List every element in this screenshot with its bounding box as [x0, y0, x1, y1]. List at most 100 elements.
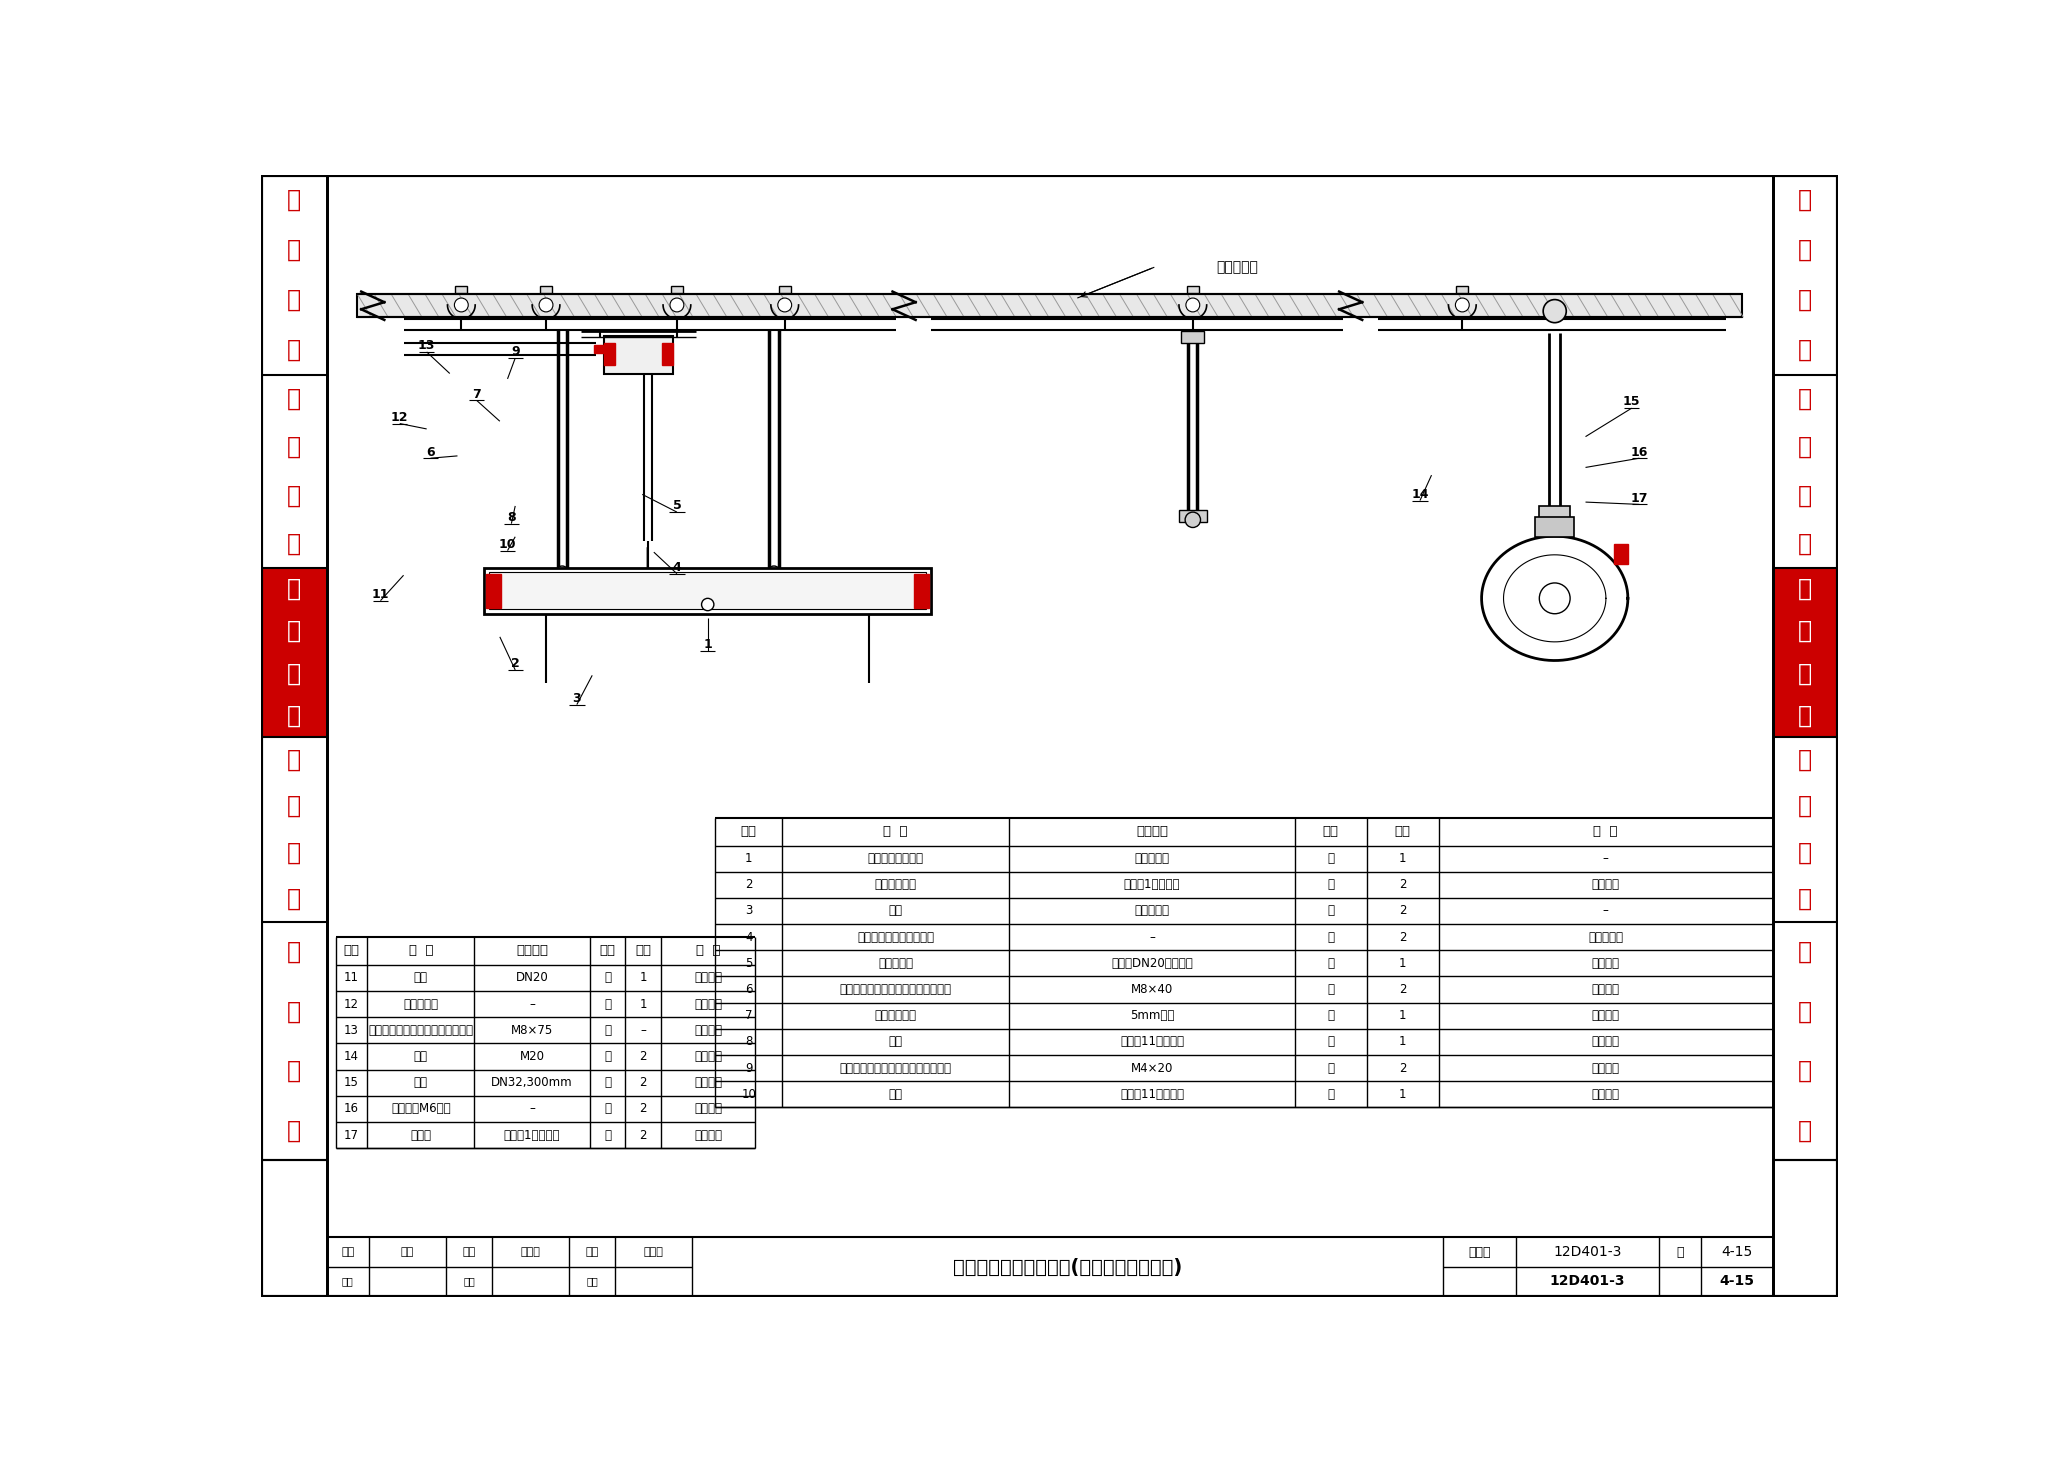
- Bar: [907, 590, 922, 606]
- Text: 密: 密: [1798, 288, 1812, 312]
- Bar: [1774, 175, 1839, 1160]
- Bar: [1774, 374, 1839, 568]
- Text: 电: 电: [287, 794, 301, 819]
- Text: 钢管固定架: 钢管固定架: [403, 998, 438, 1011]
- Text: 资: 资: [1798, 1059, 1812, 1083]
- Text: 名  称: 名 称: [883, 825, 907, 838]
- Text: 与编号11钢管配合: 与编号11钢管配合: [1120, 1088, 1184, 1100]
- Text: 套: 套: [604, 1103, 610, 1116]
- Text: M20: M20: [520, 1050, 545, 1064]
- Text: 4-15: 4-15: [1720, 1275, 1755, 1288]
- Text: 电: 电: [1798, 794, 1812, 819]
- Text: 6: 6: [745, 983, 752, 997]
- Text: 王勤东: 王勤东: [520, 1247, 541, 1257]
- Text: 联轴器及M6螺母: 联轴器及M6螺母: [391, 1103, 451, 1116]
- Text: M8×75: M8×75: [510, 1024, 553, 1037]
- Text: 六角头螺栓、螺母、垫圈及弹簧垫圈: 六角头螺栓、螺母、垫圈及弹簧垫圈: [840, 1062, 952, 1075]
- Text: 单位: 单位: [1323, 825, 1339, 838]
- Text: 离: 离: [287, 237, 301, 262]
- Text: 力: 力: [1798, 436, 1812, 459]
- Text: 明: 明: [1798, 619, 1812, 643]
- Text: 审核: 审核: [342, 1247, 354, 1257]
- Bar: [1774, 737, 1839, 922]
- Bar: [913, 574, 930, 608]
- Text: 螺旋螺栓、螺母、垫圈及弹簧垫圈: 螺旋螺栓、螺母、垫圈及弹簧垫圈: [369, 1024, 473, 1037]
- Circle shape: [1544, 300, 1567, 322]
- Text: 明: 明: [287, 619, 301, 643]
- Text: 10: 10: [500, 538, 516, 551]
- Text: 密: 密: [287, 288, 301, 312]
- Text: 进线口DN20内管螺纹: 进线口DN20内管螺纹: [1112, 957, 1192, 970]
- Text: 弱: 弱: [1798, 747, 1812, 772]
- Bar: [455, 287, 467, 293]
- Text: 数量: 数量: [1395, 825, 1411, 838]
- Bar: [262, 374, 326, 568]
- Text: 电缆密封接头: 电缆密封接头: [874, 879, 918, 892]
- Text: 个: 个: [1327, 879, 1333, 892]
- Text: 12: 12: [391, 411, 408, 424]
- Text: 灯具配套: 灯具配套: [694, 1077, 723, 1090]
- Text: 15: 15: [344, 1077, 358, 1090]
- Text: 安装脚: 安装脚: [410, 1129, 432, 1141]
- Text: 技: 技: [287, 940, 301, 963]
- Text: 8: 8: [745, 1036, 752, 1049]
- Bar: [541, 287, 553, 293]
- Text: 7: 7: [745, 1010, 752, 1023]
- Text: 编号: 编号: [344, 944, 360, 957]
- Text: 市售成品: 市售成品: [1591, 957, 1620, 970]
- Text: DN32,300mm: DN32,300mm: [492, 1077, 573, 1090]
- Text: 套: 套: [1327, 1088, 1333, 1100]
- Circle shape: [555, 565, 569, 578]
- Bar: [604, 344, 614, 366]
- Text: 15: 15: [1622, 395, 1640, 408]
- Text: 9: 9: [745, 1062, 752, 1075]
- Bar: [1536, 517, 1575, 536]
- Text: 个: 个: [604, 1129, 610, 1141]
- Text: –: –: [641, 1024, 645, 1037]
- Text: 备: 备: [287, 887, 301, 911]
- Text: –: –: [1604, 905, 1608, 918]
- Bar: [262, 175, 326, 1160]
- Text: 2: 2: [639, 1129, 647, 1141]
- Text: 吸盘: 吸盘: [414, 1050, 428, 1064]
- Text: 数量: 数量: [635, 944, 651, 957]
- Text: 校对: 校对: [463, 1276, 475, 1287]
- Text: 见工程设计: 见工程设计: [1135, 852, 1169, 865]
- Text: DN20: DN20: [516, 972, 549, 985]
- Bar: [1540, 506, 1571, 522]
- Text: 型号规格: 型号规格: [1137, 825, 1167, 838]
- Bar: [262, 922, 326, 1160]
- Text: 料: 料: [287, 1119, 301, 1142]
- Text: M8×40: M8×40: [1130, 983, 1174, 997]
- Text: 离: 离: [1798, 237, 1812, 262]
- Text: 备: 备: [1798, 532, 1812, 555]
- Bar: [262, 175, 326, 374]
- Text: 单位: 单位: [600, 944, 616, 957]
- Text: 5: 5: [672, 500, 682, 513]
- Text: 个: 个: [1327, 1010, 1333, 1023]
- Bar: [1182, 331, 1204, 344]
- Text: 接线盒固定架: 接线盒固定架: [874, 1010, 918, 1023]
- Text: 5: 5: [745, 957, 752, 970]
- Bar: [1774, 922, 1839, 1160]
- Bar: [672, 287, 684, 293]
- Text: 编号: 编号: [741, 825, 756, 838]
- Text: 1: 1: [639, 972, 647, 985]
- Circle shape: [1186, 299, 1200, 312]
- Text: 1: 1: [1399, 957, 1407, 970]
- Text: 5mm钢板: 5mm钢板: [1130, 1010, 1174, 1023]
- Text: 吊杆: 吊杆: [414, 1077, 428, 1090]
- Text: 市售成品: 市售成品: [1591, 1088, 1620, 1100]
- Text: 个: 个: [604, 998, 610, 1011]
- Text: 7: 7: [473, 388, 481, 401]
- Text: 防爆荧光灯吊杆式安装(混凝土下电缆布线): 防爆荧光灯吊杆式安装(混凝土下电缆布线): [952, 1257, 1182, 1276]
- Text: 照: 照: [287, 577, 301, 600]
- Text: 2: 2: [745, 879, 752, 892]
- Text: 现场制作: 现场制作: [694, 972, 723, 985]
- Bar: [594, 345, 606, 354]
- Text: 见工程设计: 见工程设计: [1135, 905, 1169, 918]
- Text: 备  注: 备 注: [1593, 825, 1618, 838]
- Text: 混凝土结构: 混凝土结构: [1217, 261, 1257, 274]
- Circle shape: [702, 599, 715, 610]
- Text: 护口: 护口: [889, 1036, 903, 1049]
